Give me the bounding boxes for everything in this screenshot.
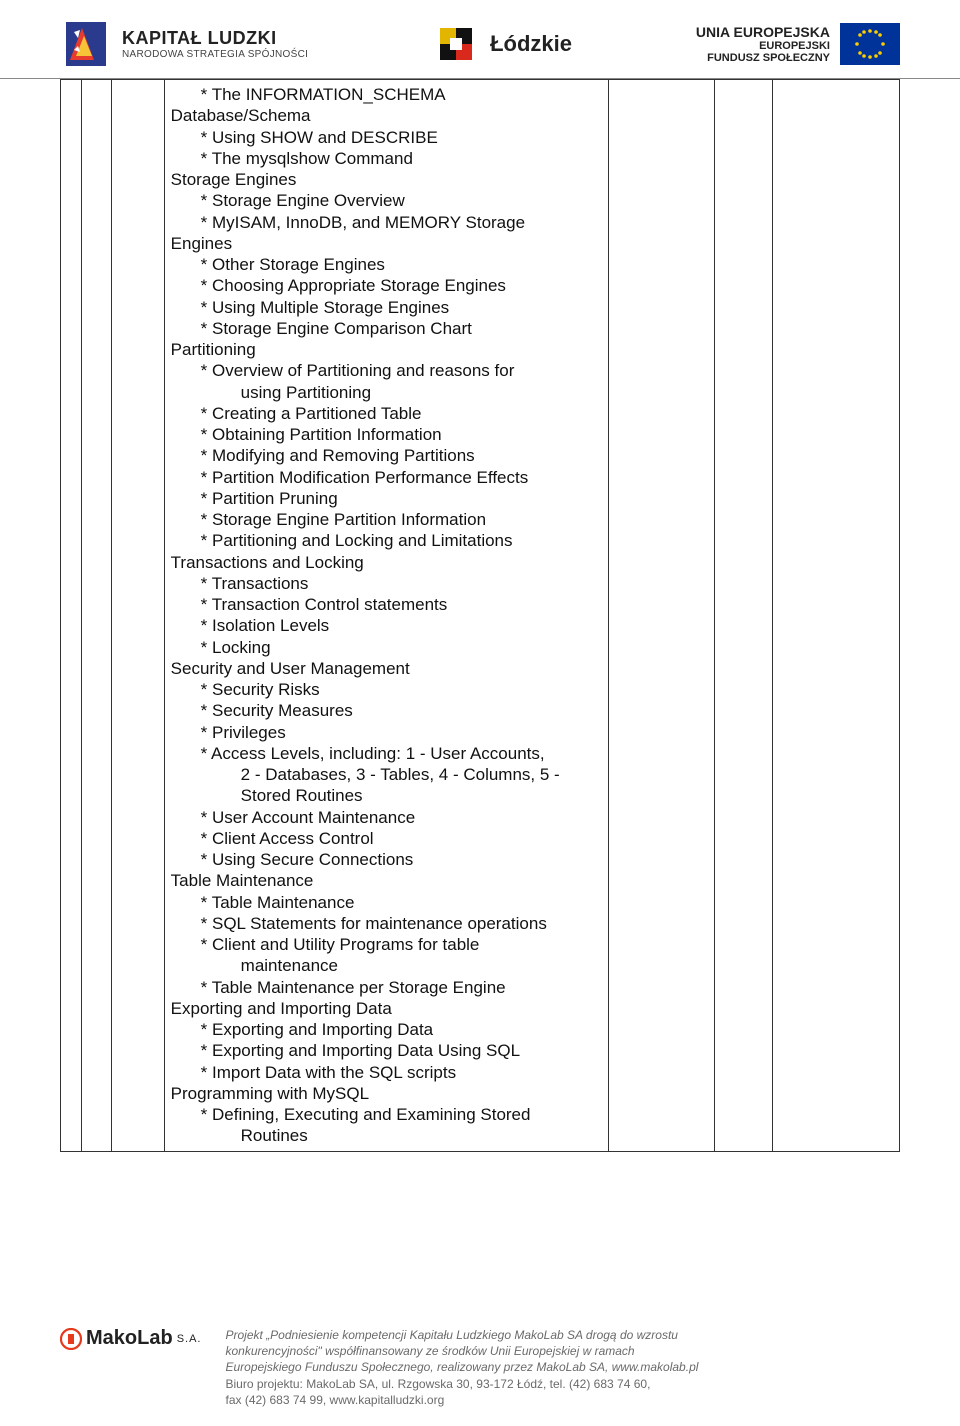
kapital-ludzki-block: KAPITAŁ LUDZKI NARODOWA STRATEGIA SPÓJNO… <box>60 18 308 70</box>
outline-line: Table Maintenance <box>171 870 602 891</box>
footer-text: Projekt „Podniesienie kompetencji Kapita… <box>225 1327 698 1408</box>
outline-line: * MyISAM, InnoDB, and MEMORY Storage <box>171 212 602 233</box>
page-footer: MakoLab S.A. Projekt „Podniesienie kompe… <box>60 1327 900 1408</box>
outline-line: * Client and Utility Programs for table <box>171 934 602 955</box>
outline-line: * Storage Engine Comparison Chart <box>171 318 602 339</box>
makolab-name: MakoLab <box>86 1327 173 1350</box>
content-table: * The INFORMATION_SCHEMADatabase/Schema*… <box>60 79 900 1152</box>
page-header: KAPITAŁ LUDZKI NARODOWA STRATEGIA SPÓJNO… <box>0 0 960 79</box>
outline-line: * Table Maintenance per Storage Engine <box>171 977 602 998</box>
outline-line: 2 - Databases, 3 - Tables, 4 - Columns, … <box>171 764 602 785</box>
outline-line: * Partition Pruning <box>171 488 602 509</box>
outline-line: * Defining, Executing and Examining Stor… <box>171 1104 602 1125</box>
outline-line: * Overview of Partitioning and reasons f… <box>171 360 602 381</box>
outline-line: maintenance <box>171 955 602 976</box>
cell-empty-a <box>61 80 82 1152</box>
outline-line: * Transactions <box>171 573 602 594</box>
cell-empty-f <box>714 80 772 1152</box>
makolab-logo-block: MakoLab S.A. <box>60 1327 201 1350</box>
outline-line: * Using Multiple Storage Engines <box>171 297 602 318</box>
outline-line: * Locking <box>171 637 602 658</box>
outline-line: Partitioning <box>171 339 602 360</box>
eu-line2: EUROPEJSKI <box>759 40 830 52</box>
outline-line: Stored Routines <box>171 785 602 806</box>
outline-line: * Other Storage Engines <box>171 254 602 275</box>
outline-line: * Partitioning and Locking and Limitatio… <box>171 530 602 551</box>
outline-line: * User Account Maintenance <box>171 807 602 828</box>
outline-line: * Import Data with the SQL scripts <box>171 1062 602 1083</box>
outline-line: * Access Levels, including: 1 - User Acc… <box>171 743 602 764</box>
eu-line3: FUNDUSZ SPOŁECZNY <box>707 52 830 64</box>
makolab-icon <box>60 1328 82 1350</box>
outline-line: Routines <box>171 1125 602 1146</box>
outline-line: * Storage Engine Partition Information <box>171 509 602 530</box>
outline-line: * Privileges <box>171 722 602 743</box>
lodzkie-block: Łódzkie <box>432 20 572 68</box>
outline-line: * Storage Engine Overview <box>171 190 602 211</box>
outline-line: Exporting and Importing Data <box>171 998 602 1019</box>
outline-line: * Using Secure Connections <box>171 849 602 870</box>
outline-line: * Security Measures <box>171 700 602 721</box>
outline-line: * Exporting and Importing Data <box>171 1019 602 1040</box>
outline-line: * The mysqlshow Command <box>171 148 602 169</box>
cell-empty-g <box>773 80 900 1152</box>
outline-line: * Obtaining Partition Information <box>171 424 602 445</box>
outline-line: Programming with MySQL <box>171 1083 602 1104</box>
outline-line: * Security Risks <box>171 679 602 700</box>
outline-line: Storage Engines <box>171 169 602 190</box>
outline-line: * Partition Modification Performance Eff… <box>171 467 602 488</box>
outline-line: * The INFORMATION_SCHEMA <box>171 84 602 105</box>
footer-line-1b: konkurencyjności" współfinansowany ze śr… <box>225 1343 698 1359</box>
cell-empty-b <box>82 80 112 1152</box>
outline-line: * Table Maintenance <box>171 892 602 913</box>
cell-empty-e <box>609 80 715 1152</box>
kl-subtitle: NARODOWA STRATEGIA SPÓJNOŚCI <box>122 49 308 60</box>
outline-line: * Isolation Levels <box>171 615 602 636</box>
makolab-sa: S.A. <box>177 1333 202 1345</box>
outline-line: * Transaction Control statements <box>171 594 602 615</box>
footer-line-1a: Projekt „Podniesienie kompetencji Kapita… <box>225 1327 698 1343</box>
outline-line: * Using SHOW and DESCRIBE <box>171 127 602 148</box>
outline-line: using Partitioning <box>171 382 602 403</box>
outline-line: * Modifying and Removing Partitions <box>171 445 602 466</box>
lodzkie-label: Łódzkie <box>490 31 572 57</box>
cell-empty-c <box>111 80 164 1152</box>
outline-line: * Client Access Control <box>171 828 602 849</box>
content-area: * The INFORMATION_SCHEMADatabase/Schema*… <box>0 79 960 1152</box>
eu-block: UNIA EUROPEJSKA EUROPEJSKI FUNDUSZ SPOŁE… <box>696 23 900 65</box>
outline-line: * SQL Statements for maintenance operati… <box>171 913 602 934</box>
outline-line: * Exporting and Importing Data Using SQL <box>171 1040 602 1061</box>
footer-line-3: fax (42) 683 74 99, www.kapitalludzki.or… <box>225 1392 698 1408</box>
kl-title: KAPITAŁ LUDZKI <box>122 28 308 49</box>
outline-line: Security and User Management <box>171 658 602 679</box>
outline-line: Database/Schema <box>171 105 602 126</box>
kapital-ludzki-icon <box>60 18 112 70</box>
outline-line: Engines <box>171 233 602 254</box>
footer-line-1c: Europejskiego Funduszu Społecznego, real… <box>225 1359 698 1375</box>
lodzkie-icon <box>432 20 480 68</box>
outline-line: * Choosing Appropriate Storage Engines <box>171 275 602 296</box>
eu-line1: UNIA EUROPEJSKA <box>696 24 830 40</box>
outline-cell: * The INFORMATION_SCHEMADatabase/Schema*… <box>164 80 608 1152</box>
eu-flag-icon <box>840 23 900 65</box>
footer-line-2: Biuro projektu: MakoLab SA, ul. Rzgowska… <box>225 1376 698 1392</box>
outline-line: * Creating a Partitioned Table <box>171 403 602 424</box>
outline-line: Transactions and Locking <box>171 552 602 573</box>
